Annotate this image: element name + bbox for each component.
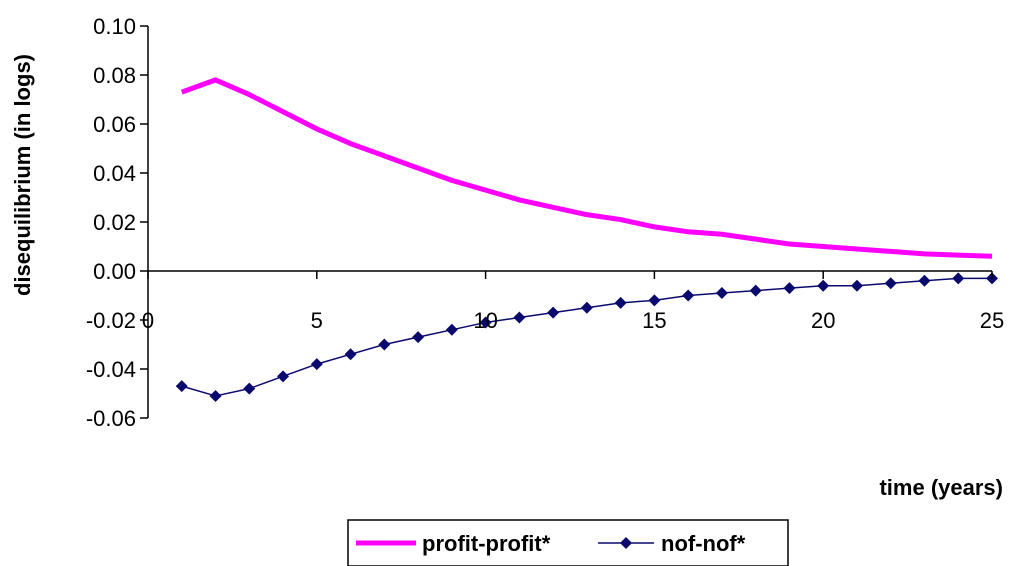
y-tick-label: 0.00 bbox=[93, 259, 136, 284]
x-tick-label: 10 bbox=[473, 308, 497, 333]
data-point bbox=[884, 277, 897, 290]
y-tick-label: -0.04 bbox=[86, 357, 136, 382]
data-point bbox=[952, 272, 965, 285]
data-point bbox=[209, 389, 222, 402]
data-point bbox=[850, 279, 863, 292]
data-point bbox=[412, 331, 425, 344]
y-tick-label: 0.02 bbox=[93, 210, 136, 235]
data-point bbox=[547, 306, 560, 319]
data-point bbox=[243, 382, 256, 395]
y-tick-label: -0.06 bbox=[86, 406, 136, 431]
data-point bbox=[580, 301, 593, 314]
series-line-nof-nof* bbox=[181, 277, 992, 397]
data-point bbox=[513, 311, 526, 324]
y-axis-title: disequilibrium (in logs) bbox=[10, 54, 35, 296]
x-tick-label: 5 bbox=[311, 308, 323, 333]
y-tick-label: 0.10 bbox=[93, 14, 136, 39]
data-point bbox=[175, 380, 188, 393]
y-tick-label: 0.08 bbox=[93, 63, 136, 88]
data-point bbox=[310, 358, 323, 371]
legend-label: profit-profit* bbox=[422, 531, 551, 556]
y-ticks: 0.10 0.08 0.06 0.04 0.02 0.00 -0.02 -0.04 -0.06 bbox=[86, 14, 148, 431]
data-point bbox=[479, 316, 492, 329]
series-line-profit-profit* bbox=[180, 77, 993, 259]
x-tick-label: 20 bbox=[811, 308, 835, 333]
data-point bbox=[682, 289, 695, 302]
data-point bbox=[277, 370, 290, 383]
data-point bbox=[614, 296, 627, 309]
y-tick-label: 0.06 bbox=[93, 112, 136, 137]
legend-box bbox=[347, 519, 789, 566]
axes bbox=[147, 26, 992, 418]
plot-area bbox=[175, 77, 998, 402]
legend: profit-profit* nof-nof* bbox=[347, 519, 789, 566]
y-tick-label: 0.04 bbox=[93, 161, 136, 186]
data-point bbox=[648, 294, 661, 307]
x-tick-label: 0 bbox=[142, 308, 154, 333]
legend-marker bbox=[620, 537, 632, 549]
data-point bbox=[715, 287, 728, 300]
legend-label: nof-nof* bbox=[661, 531, 746, 556]
x-ticks: 0 5 10 15 20 25 bbox=[142, 271, 1004, 333]
data-point bbox=[783, 282, 796, 295]
data-point bbox=[749, 284, 762, 297]
x-tick-label: 15 bbox=[642, 308, 666, 333]
x-axis-title: time (years) bbox=[879, 475, 1003, 500]
data-point bbox=[918, 274, 931, 287]
data-point bbox=[378, 338, 391, 351]
data-point bbox=[817, 279, 830, 292]
x-tick-label: 25 bbox=[980, 308, 1004, 333]
data-point bbox=[344, 348, 357, 361]
y-tick-label: -0.02 bbox=[86, 308, 136, 333]
data-point bbox=[445, 323, 458, 336]
